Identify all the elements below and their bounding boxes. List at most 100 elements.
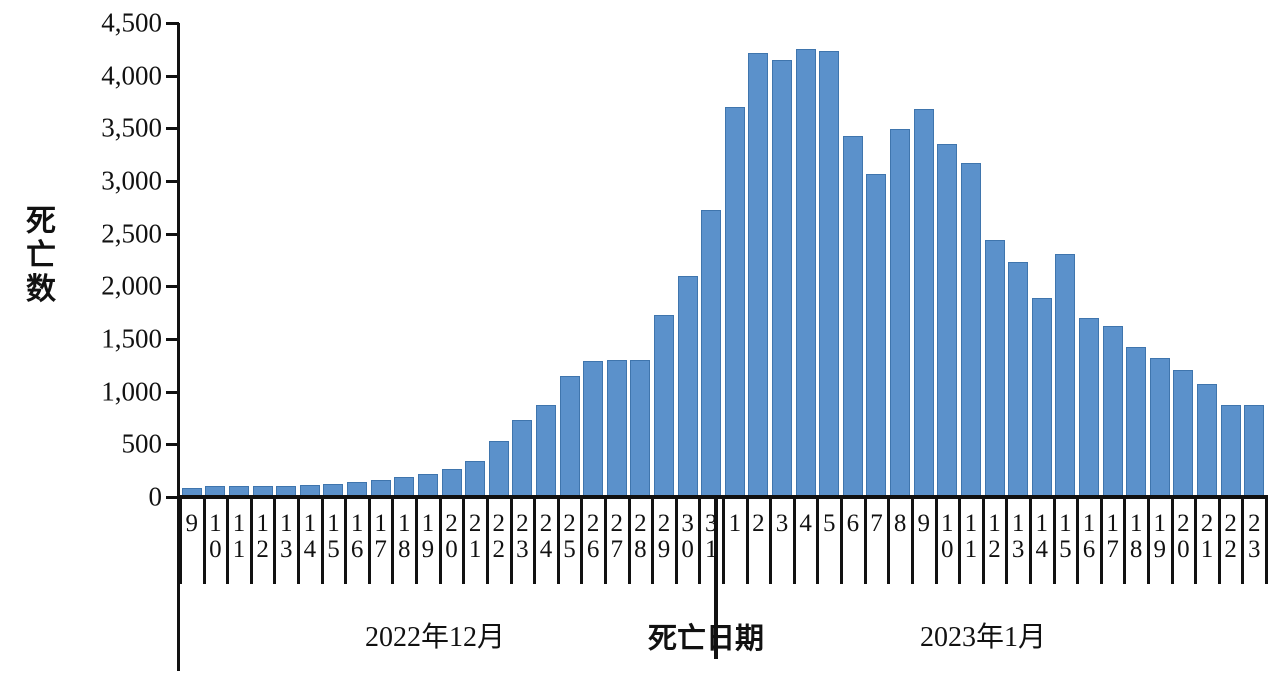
bar[interactable] xyxy=(866,173,887,497)
bar-cell xyxy=(770,23,794,497)
x-axis-tick-label: 2 xyxy=(752,510,765,537)
bar[interactable] xyxy=(724,107,745,497)
y-axis-tick-label: 3,500 xyxy=(101,112,162,143)
bar[interactable] xyxy=(535,404,556,497)
bar[interactable] xyxy=(252,486,273,497)
y-axis-title-char-3: 数 xyxy=(26,273,56,306)
bar[interactable] xyxy=(205,486,226,497)
bar[interactable] xyxy=(984,240,1005,497)
bar[interactable] xyxy=(1031,298,1052,497)
y-axis-tick-label: 2,000 xyxy=(101,270,162,301)
x-axis-tick-label: 3 xyxy=(775,510,789,537)
bar[interactable] xyxy=(677,276,698,497)
bar[interactable] xyxy=(960,163,981,497)
bar[interactable] xyxy=(323,484,344,497)
bar-cell xyxy=(274,23,298,497)
bar[interactable] xyxy=(512,419,533,497)
bar[interactable] xyxy=(1220,404,1241,497)
bar[interactable] xyxy=(347,482,368,497)
bar[interactable] xyxy=(370,479,391,497)
bar[interactable] xyxy=(1078,317,1099,497)
bar[interactable] xyxy=(772,60,793,497)
x-axis-tick: 9 xyxy=(179,499,204,589)
y-axis-tick-labels: 0 500 1,000 1,500 2,000 2,500 3,000 3,500 4,000 4… xyxy=(60,0,172,520)
bar-cell xyxy=(298,23,322,497)
bar[interactable] xyxy=(890,129,911,497)
bar[interactable] xyxy=(465,460,486,497)
bar[interactable] xyxy=(937,143,958,497)
bar[interactable] xyxy=(559,376,580,497)
bar[interactable] xyxy=(653,314,674,497)
bar-cell xyxy=(912,23,936,497)
y-axis-tick-label: 500 xyxy=(121,428,163,459)
bar[interactable] xyxy=(1197,383,1217,497)
bar-cell xyxy=(581,23,605,497)
bar[interactable] xyxy=(417,473,438,497)
x-axis-tick: 9 xyxy=(910,499,936,589)
bar[interactable] xyxy=(229,486,250,497)
bar[interactable] xyxy=(819,50,840,497)
bar-cell xyxy=(227,23,251,497)
bar[interactable] xyxy=(748,52,769,497)
bar[interactable] xyxy=(276,485,297,497)
y-axis-tick-label: 0 xyxy=(148,481,163,512)
bar[interactable] xyxy=(1008,261,1029,497)
bar[interactable] xyxy=(441,468,462,497)
x-axis-tick-label: 1 xyxy=(728,510,742,537)
bar-cell xyxy=(487,23,511,497)
bar-cell xyxy=(1172,23,1196,497)
bar[interactable] xyxy=(583,360,604,497)
bar[interactable] xyxy=(1055,254,1076,497)
y-axis-tick-mark xyxy=(166,232,179,236)
bar-cell xyxy=(747,23,771,497)
bar[interactable] xyxy=(394,477,415,497)
bar[interactable] xyxy=(1149,357,1170,497)
x-axis-tick: 2 xyxy=(745,499,771,589)
bar[interactable] xyxy=(795,49,816,497)
bar[interactable] xyxy=(181,488,202,497)
bar[interactable] xyxy=(1244,404,1265,497)
bar[interactable] xyxy=(299,485,320,497)
bar[interactable] xyxy=(606,360,627,497)
bar[interactable] xyxy=(630,360,651,497)
bar[interactable] xyxy=(488,441,509,497)
bar[interactable] xyxy=(1102,325,1123,497)
y-axis-tick-mark xyxy=(166,285,179,289)
bar-cell xyxy=(1242,23,1266,497)
bar[interactable] xyxy=(1173,369,1194,497)
x-axis-line xyxy=(177,495,1268,499)
bar[interactable] xyxy=(701,209,722,497)
y-axis-tick-label: 1,000 xyxy=(101,376,162,407)
bar-cell xyxy=(440,23,464,497)
bar-cell xyxy=(345,23,369,497)
bar[interactable] xyxy=(913,108,934,497)
bar[interactable] xyxy=(842,136,863,497)
bar[interactable] xyxy=(1126,347,1147,497)
